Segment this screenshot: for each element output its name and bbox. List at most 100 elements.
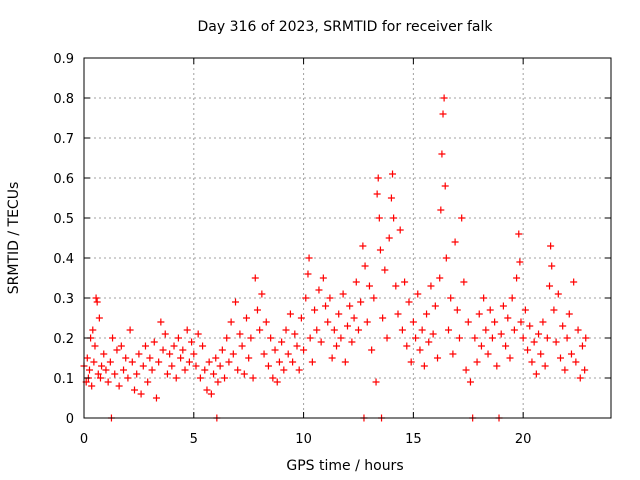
- data-point: [576, 374, 584, 382]
- data-point: [387, 194, 395, 202]
- data-point: [526, 322, 534, 330]
- data-point: [368, 346, 376, 354]
- data-point: [491, 318, 499, 326]
- data-point: [556, 354, 564, 362]
- data-point: [328, 354, 336, 362]
- data-point: [530, 338, 538, 346]
- data-point: [412, 334, 420, 342]
- data-point: [205, 358, 213, 366]
- data-point: [120, 366, 128, 374]
- data-point: [330, 326, 338, 334]
- data-point: [449, 350, 457, 358]
- data-point: [95, 314, 103, 322]
- data-point: [510, 326, 518, 334]
- data-point: [506, 354, 514, 362]
- data-point: [379, 314, 387, 322]
- data-point: [346, 302, 354, 310]
- data-point: [354, 326, 362, 334]
- data-point: [466, 378, 474, 386]
- data-point: [227, 318, 235, 326]
- data-point: [113, 346, 121, 354]
- y-tick-label: 0.6: [53, 172, 74, 187]
- data-point: [242, 314, 250, 322]
- data-point: [122, 354, 130, 362]
- data-point: [146, 354, 154, 362]
- data-point: [135, 350, 143, 358]
- data-point: [141, 342, 149, 350]
- data-point: [271, 346, 279, 354]
- data-point: [218, 346, 226, 354]
- data-point: [565, 310, 573, 318]
- data-point: [436, 274, 444, 282]
- data-point: [541, 362, 549, 370]
- data-point: [170, 342, 178, 350]
- data-point: [210, 370, 218, 378]
- data-point: [159, 346, 167, 354]
- data-point: [425, 338, 433, 346]
- data-point: [516, 258, 524, 266]
- data-point: [528, 358, 536, 366]
- data-point: [383, 334, 391, 342]
- data-point: [414, 290, 422, 298]
- y-tick-label: 0.9: [53, 52, 74, 67]
- data-point: [201, 366, 209, 374]
- data-point: [473, 358, 481, 366]
- data-point: [304, 270, 312, 278]
- data-point: [453, 306, 461, 314]
- y-tick-label: 0.5: [53, 212, 74, 227]
- data-point: [166, 350, 174, 358]
- data-point: [225, 358, 233, 366]
- data-point: [572, 358, 580, 366]
- data-point: [513, 274, 521, 282]
- data-point: [441, 182, 449, 190]
- data-point: [521, 306, 529, 314]
- data-point: [94, 370, 102, 378]
- y-tick-label: 0: [66, 412, 74, 427]
- plot-frame: [83, 57, 612, 419]
- x-axis-label: GPS time / hours: [286, 458, 403, 474]
- data-point: [447, 294, 455, 302]
- y-axis: 0 0.1 0.2 0.3 0.4 0.5 0.6 0.7 0.8 0.9: [53, 52, 611, 427]
- data-point: [524, 346, 532, 354]
- data-point: [150, 338, 158, 346]
- data-point: [90, 358, 98, 366]
- data-point: [115, 382, 123, 390]
- data-point: [247, 334, 255, 342]
- data-point: [398, 326, 406, 334]
- data-point: [537, 350, 545, 358]
- data-point: [319, 274, 327, 282]
- data-point: [131, 386, 139, 394]
- data-point: [289, 358, 297, 366]
- data-point: [282, 326, 290, 334]
- x-tick-label: 5: [190, 432, 198, 447]
- data-point: [126, 326, 134, 334]
- chart-title: Day 316 of 2023, SRMTID for receiver fal…: [198, 19, 494, 35]
- data-point: [420, 362, 428, 370]
- data-point: [409, 318, 417, 326]
- data-point: [337, 334, 345, 342]
- data-point: [152, 394, 160, 402]
- data-point: [352, 278, 360, 286]
- data-point: [223, 334, 231, 342]
- data-point: [280, 366, 288, 374]
- data-point: [333, 342, 341, 350]
- data-point: [311, 306, 319, 314]
- data-point: [504, 314, 512, 322]
- data-point: [117, 342, 125, 350]
- y-tick-label: 0.1: [53, 372, 74, 387]
- data-point: [275, 358, 283, 366]
- data-point: [157, 318, 165, 326]
- data-point: [264, 362, 272, 370]
- data-point: [554, 290, 562, 298]
- data-point: [438, 150, 446, 158]
- data-point: [269, 374, 277, 382]
- data-point: [471, 334, 479, 342]
- data-point: [229, 350, 237, 358]
- data-point: [502, 342, 510, 350]
- data-point: [374, 174, 382, 182]
- data-point: [546, 282, 554, 290]
- data-point: [295, 366, 303, 374]
- data-point: [106, 358, 114, 366]
- data-point: [372, 378, 380, 386]
